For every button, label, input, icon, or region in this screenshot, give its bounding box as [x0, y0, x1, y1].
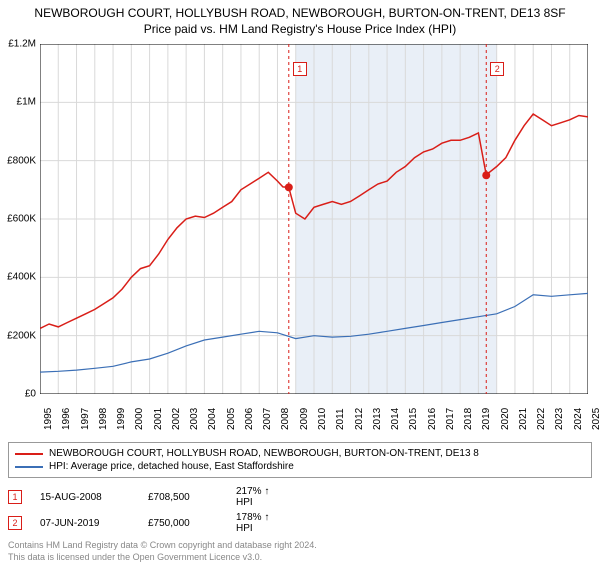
x-tick-label: 2013 — [372, 408, 383, 430]
x-tick-label: 1996 — [61, 408, 72, 430]
sale-row: 1 15-AUG-2008 £708,500 217% ↑ HPI — [8, 484, 592, 510]
x-tick-label: 1995 — [43, 408, 54, 430]
y-tick-label: £600K — [7, 214, 36, 225]
legend-row: NEWBOROUGH COURT, HOLLYBUSH ROAD, NEWBOR… — [15, 447, 585, 460]
x-tick-label: 2015 — [408, 408, 419, 430]
x-tick-label: 2012 — [354, 408, 365, 430]
y-axis-labels: £0£200K£400K£600K£800K£1M£1.2M — [2, 44, 38, 394]
y-tick-label: £1M — [17, 97, 36, 108]
legend-row: HPI: Average price, detached house, East… — [15, 460, 585, 473]
x-tick-label: 2024 — [573, 408, 584, 430]
x-tick-label: 1999 — [116, 408, 127, 430]
sale-row: 2 07-JUN-2019 £750,000 178% ↑ HPI — [8, 510, 592, 536]
x-tick-label: 2003 — [189, 408, 200, 430]
y-tick-label: £0 — [25, 389, 36, 400]
x-tick-label: 2017 — [445, 408, 456, 430]
x-tick-label: 2025 — [591, 408, 600, 430]
x-tick-label: 1998 — [98, 408, 109, 430]
x-tick-label: 2009 — [299, 408, 310, 430]
x-tick-label: 2011 — [335, 408, 346, 430]
sale-marker-2: 2 — [490, 62, 504, 76]
sale-marker-1: 1 — [293, 62, 307, 76]
chart-svg — [40, 44, 588, 394]
legend-swatch — [15, 466, 43, 468]
y-tick-label: £200K — [7, 330, 36, 341]
title-sub: Price paid vs. HM Land Registry's House … — [0, 20, 600, 36]
y-tick-label: £1.2M — [8, 39, 36, 50]
x-tick-label: 2002 — [171, 408, 182, 430]
x-tick-label: 2018 — [463, 408, 474, 430]
legend-swatch — [15, 453, 43, 455]
x-tick-label: 2021 — [518, 408, 529, 430]
title-main: NEWBOROUGH COURT, HOLLYBUSH ROAD, NEWBOR… — [0, 0, 600, 20]
sale-price: £708,500 — [148, 492, 218, 503]
x-tick-label: 2014 — [390, 408, 401, 430]
x-tick-label: 2022 — [536, 408, 547, 430]
x-tick-label: 2020 — [500, 408, 511, 430]
legend-label: HPI: Average price, detached house, East… — [49, 461, 294, 472]
sale-price: £750,000 — [148, 518, 218, 529]
legend-label: NEWBOROUGH COURT, HOLLYBUSH ROAD, NEWBOR… — [49, 448, 479, 459]
footer-line1: Contains HM Land Registry data © Crown c… — [8, 540, 592, 552]
chart-container: NEWBOROUGH COURT, HOLLYBUSH ROAD, NEWBOR… — [0, 0, 600, 560]
x-tick-label: 2010 — [317, 408, 328, 430]
x-tick-label: 2016 — [427, 408, 438, 430]
sale-date: 15-AUG-2008 — [40, 492, 130, 503]
x-tick-label: 2023 — [554, 408, 565, 430]
sales-table: 1 15-AUG-2008 £708,500 217% ↑ HPI 2 07-JUN-20… — [8, 484, 592, 536]
y-tick-label: £800K — [7, 155, 36, 166]
x-tick-label: 1997 — [80, 408, 91, 430]
sale-pct: 178% ↑ HPI — [236, 512, 286, 534]
x-tick-label: 2004 — [207, 408, 218, 430]
sale-pct: 217% ↑ HPI — [236, 486, 286, 508]
y-tick-label: £400K — [7, 272, 36, 283]
x-tick-label: 2019 — [481, 408, 492, 430]
x-tick-label: 2006 — [244, 408, 255, 430]
x-tick-label: 2005 — [226, 408, 237, 430]
x-axis-labels: 1995 1996 1997 1998 1999 2000 2001 2002 2003 2004… — [40, 396, 600, 436]
sale-marker-icon: 1 — [8, 490, 22, 504]
x-tick-label: 2001 — [153, 408, 164, 430]
legend: NEWBOROUGH COURT, HOLLYBUSH ROAD, NEWBOR… — [8, 442, 592, 478]
chart-area: £0£200K£400K£600K£800K£1M£1.2M 199519961… — [40, 44, 600, 394]
x-tick-label: 2007 — [262, 408, 273, 430]
footer-line2: This data is licensed under the Open Gov… — [8, 552, 592, 563]
x-tick-label: 2000 — [134, 408, 145, 430]
x-tick-label: 2008 — [280, 408, 291, 430]
sale-date: 07-JUN-2019 — [40, 518, 130, 529]
sale-marker-icon: 2 — [8, 516, 22, 530]
